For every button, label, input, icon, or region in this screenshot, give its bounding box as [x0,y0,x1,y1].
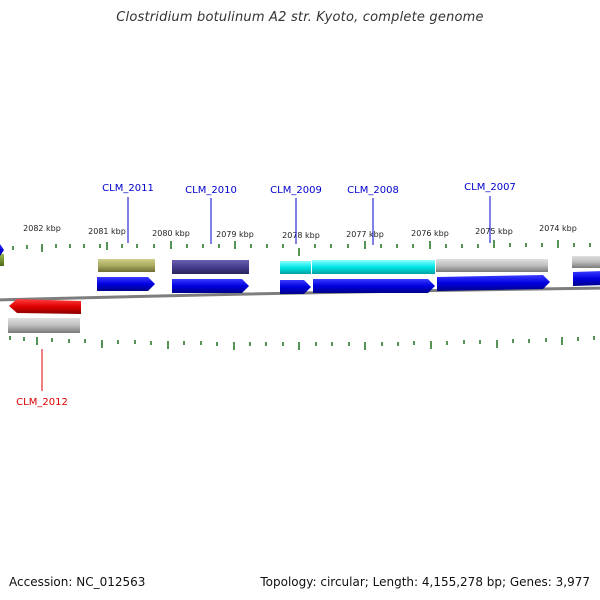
cds-arrow [0,244,4,256]
kbp-label: 2079 kbp [216,230,254,239]
gene-label-clm-2007: CLM_2007 [464,182,516,193]
cds-arrow [313,279,435,293]
gene-label-clm-2009: CLM_2009 [270,185,322,196]
kbp-label: 2076 kbp [411,229,449,238]
feature-box [280,261,311,274]
outer-ruler [0,240,591,256]
gene-label-clm-2012: CLM_2012 [16,397,68,408]
feature-box [172,260,249,274]
cds-arrow [172,279,249,293]
cds-arrow-reverse [9,299,81,314]
kbp-label: 2074 kbp [539,224,577,233]
cds-arrow [573,271,600,286]
kbp-label: 2077 kbp [346,230,384,239]
kbp-label: 2080 kbp [152,229,190,238]
gene-label-clm-2010: CLM_2010 [185,185,237,196]
kbp-label: 2081 kbp [88,227,126,236]
cds-arrow [437,275,550,291]
reverse-cds-track [8,299,81,333]
annotation-ring [0,254,600,274]
kbp-label: 2082 kbp [23,224,61,233]
forward-cds-track [0,244,600,294]
feature-box [8,318,80,333]
genome-summary-text: Topology: circular; Length: 4,155,278 bp… [260,575,590,589]
gene-labels: CLM_2011 CLM_2010 CLM_2009 CLM_2008 CLM_… [16,182,516,408]
feature-box [0,254,4,266]
cds-arrow [280,280,311,294]
cds-arrow [97,277,155,291]
kbp-labels: 2082 kbp 2081 kbp 2080 kbp 2079 kbp 2078… [23,224,577,240]
accession-text: Accession: NC_012563 [9,575,146,589]
feature-box [98,259,155,272]
label-leaders [41,196,491,391]
gene-label-clm-2008: CLM_2008 [347,185,399,196]
feature-box [312,260,435,274]
feature-box [436,259,548,272]
inner-ruler [9,336,595,350]
kbp-label: 2075 kbp [475,227,513,236]
feature-box [572,256,600,268]
kbp-label: 2078 kbp [282,231,320,240]
map-title: Clostridium botulinum A2 str. Kyoto, com… [116,10,484,25]
gene-label-clm-2011: CLM_2011 [102,183,154,194]
